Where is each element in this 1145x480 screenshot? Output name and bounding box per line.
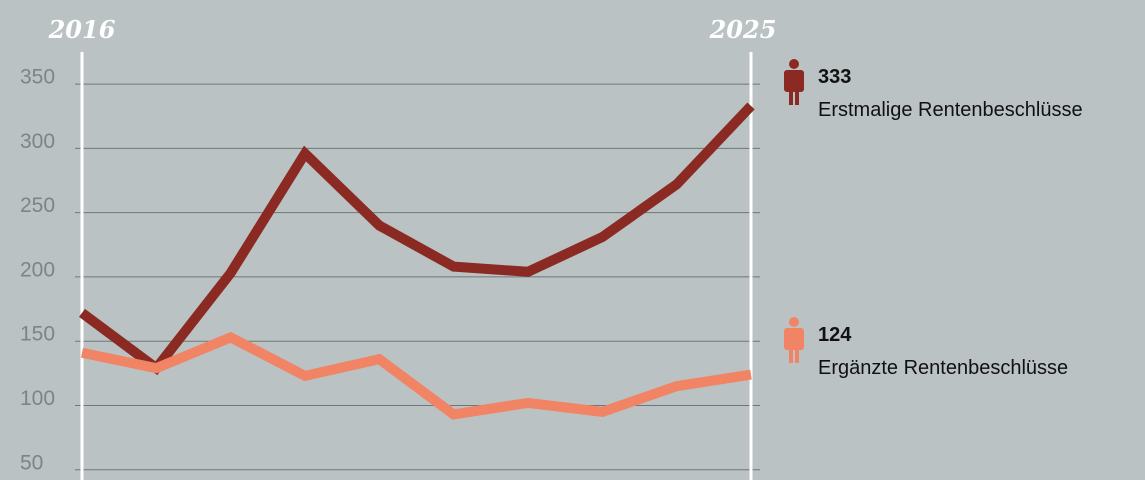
data-label: 333 [818,66,851,88]
y-tick-label: 300 [20,130,55,153]
legend-label: Ergänzte Rentenbeschlüsse [818,357,1068,379]
y-tick-label: 200 [20,258,55,281]
y-tick-label: 250 [20,194,55,217]
icon-leg [795,88,799,105]
icon-body [784,70,804,92]
legend-label: Erstmalige Rentenbeschlüsse [818,99,1083,121]
x-tick-label: 2025 [709,15,777,44]
icon-head [789,317,799,327]
icon-body [784,328,804,350]
icon-head [789,59,799,69]
person-icon [784,317,804,363]
data-label: 124 [818,324,852,346]
person-icon [784,59,804,105]
series-line [80,331,752,420]
x-tick-label: 2016 [48,15,116,44]
y-tick-label: 350 [20,66,55,89]
legend-icons [784,59,804,363]
icon-leg [789,88,793,105]
icon-leg [795,346,799,363]
icon-leg [789,346,793,363]
series-line [79,102,755,376]
y-tick-label: 150 [20,323,55,346]
y-tick-label: 100 [20,387,55,410]
y-tick-label: 50 [20,451,43,474]
